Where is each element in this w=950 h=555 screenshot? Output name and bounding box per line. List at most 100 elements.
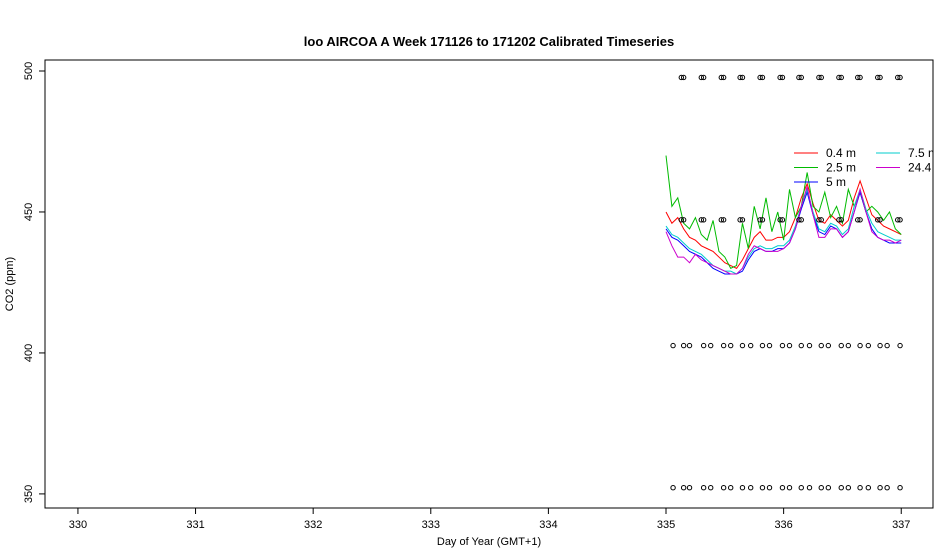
marker-point: [757, 74, 763, 81]
y-tick-label: 350: [23, 485, 35, 503]
marker-point: [816, 217, 822, 223]
marker-point: [739, 342, 746, 349]
legend-label: 0.4 m: [826, 146, 856, 160]
marker-point: [759, 342, 766, 349]
marker-point: [680, 342, 687, 349]
marker-point: [818, 342, 824, 349]
marker-point: [798, 342, 804, 349]
legend-label: 5 m: [826, 175, 846, 189]
marker-point: [857, 485, 863, 491]
marker-point: [720, 342, 727, 349]
marker-point: [779, 74, 786, 81]
marker-point: [897, 217, 903, 223]
marker-point: [818, 74, 824, 81]
marker-point: [739, 217, 746, 223]
legend-label: 24.4 m: [908, 161, 945, 175]
marker-point: [786, 342, 793, 349]
marker-point: [877, 74, 883, 81]
marker-point: [816, 74, 822, 81]
marker-point: [678, 74, 685, 81]
marker-point: [747, 485, 754, 491]
marker-point: [897, 342, 903, 349]
x-tick-label: 333: [422, 519, 440, 531]
marker-point: [818, 485, 824, 491]
marker-point: [708, 485, 714, 491]
marker-point: [759, 485, 766, 491]
marker-point: [877, 485, 883, 491]
marker-point: [897, 485, 903, 491]
marker-point: [825, 342, 832, 349]
y-axis-label: CO2 (ppm): [4, 257, 16, 311]
marker-point: [670, 485, 676, 491]
marker-point: [718, 217, 724, 223]
marker-point: [798, 485, 804, 491]
marker-point: [806, 485, 813, 491]
marker-point: [686, 342, 693, 349]
marker-point: [700, 217, 707, 223]
marker-point: [779, 342, 786, 349]
y-tick-label: 500: [23, 62, 35, 80]
marker-point: [818, 217, 824, 223]
series-line: [665, 187, 902, 275]
marker-point: [670, 342, 676, 349]
marker-point: [855, 74, 861, 81]
marker-point: [884, 342, 890, 349]
marker-point: [777, 217, 783, 223]
y-tick-label: 450: [23, 203, 35, 221]
marker-point: [786, 485, 793, 491]
series-line: [665, 186, 902, 275]
marker-point: [838, 485, 844, 491]
marker-point: [700, 485, 707, 491]
marker-point: [865, 485, 872, 491]
marker-point: [796, 74, 802, 81]
marker-point: [895, 74, 901, 81]
x-tick-label: 330: [69, 519, 87, 531]
marker-point: [875, 217, 881, 223]
marker-point: [680, 74, 687, 81]
marker-point: [877, 342, 883, 349]
marker-point: [720, 217, 727, 223]
marker-point: [838, 342, 844, 349]
marker-point: [759, 74, 766, 81]
marker-point: [759, 217, 766, 223]
marker-point: [728, 485, 734, 491]
x-tick-label: 331: [186, 519, 204, 531]
marker-point: [836, 74, 842, 81]
chart-title: loo AIRCOA A Week 171126 to 171202 Calib…: [304, 34, 674, 49]
marker-point: [737, 74, 743, 81]
plot-area: 0.4 m2.5 m5 m 7.5 m24.4 m: [665, 74, 945, 491]
marker-point: [857, 342, 863, 349]
marker-point: [728, 342, 734, 349]
marker-point: [825, 485, 832, 491]
marker-point: [757, 217, 763, 223]
marker-point: [700, 74, 707, 81]
marker-point: [877, 217, 883, 223]
legend-label: 2.5 m: [826, 161, 856, 175]
marker-point: [779, 217, 786, 223]
marker-point: [857, 74, 863, 81]
marker-point: [806, 342, 813, 349]
marker-point: [680, 485, 687, 491]
legend: 0.4 m2.5 m5 m 7.5 m24.4 m: [794, 146, 945, 189]
marker-point: [836, 217, 842, 223]
x-tick-label: 335: [657, 519, 675, 531]
marker-point: [855, 217, 861, 223]
x-tick-label: 334: [539, 519, 557, 531]
plot-frame: [44, 59, 934, 509]
marker-point: [718, 74, 724, 81]
marker-point: [678, 217, 685, 223]
marker-point: [680, 217, 687, 223]
marker-point: [737, 217, 743, 223]
marker-point: [720, 74, 727, 81]
x-tick-label: 332: [304, 519, 322, 531]
marker-point: [779, 485, 786, 491]
marker-point: [857, 217, 863, 223]
marker-point: [766, 342, 773, 349]
marker-point: [766, 485, 773, 491]
marker-point: [875, 74, 881, 81]
marker-point: [698, 74, 704, 81]
series-line: [665, 179, 902, 269]
marker-point: [838, 74, 844, 81]
legend-label: 7.5 m: [908, 146, 938, 160]
marker-point: [845, 342, 852, 349]
